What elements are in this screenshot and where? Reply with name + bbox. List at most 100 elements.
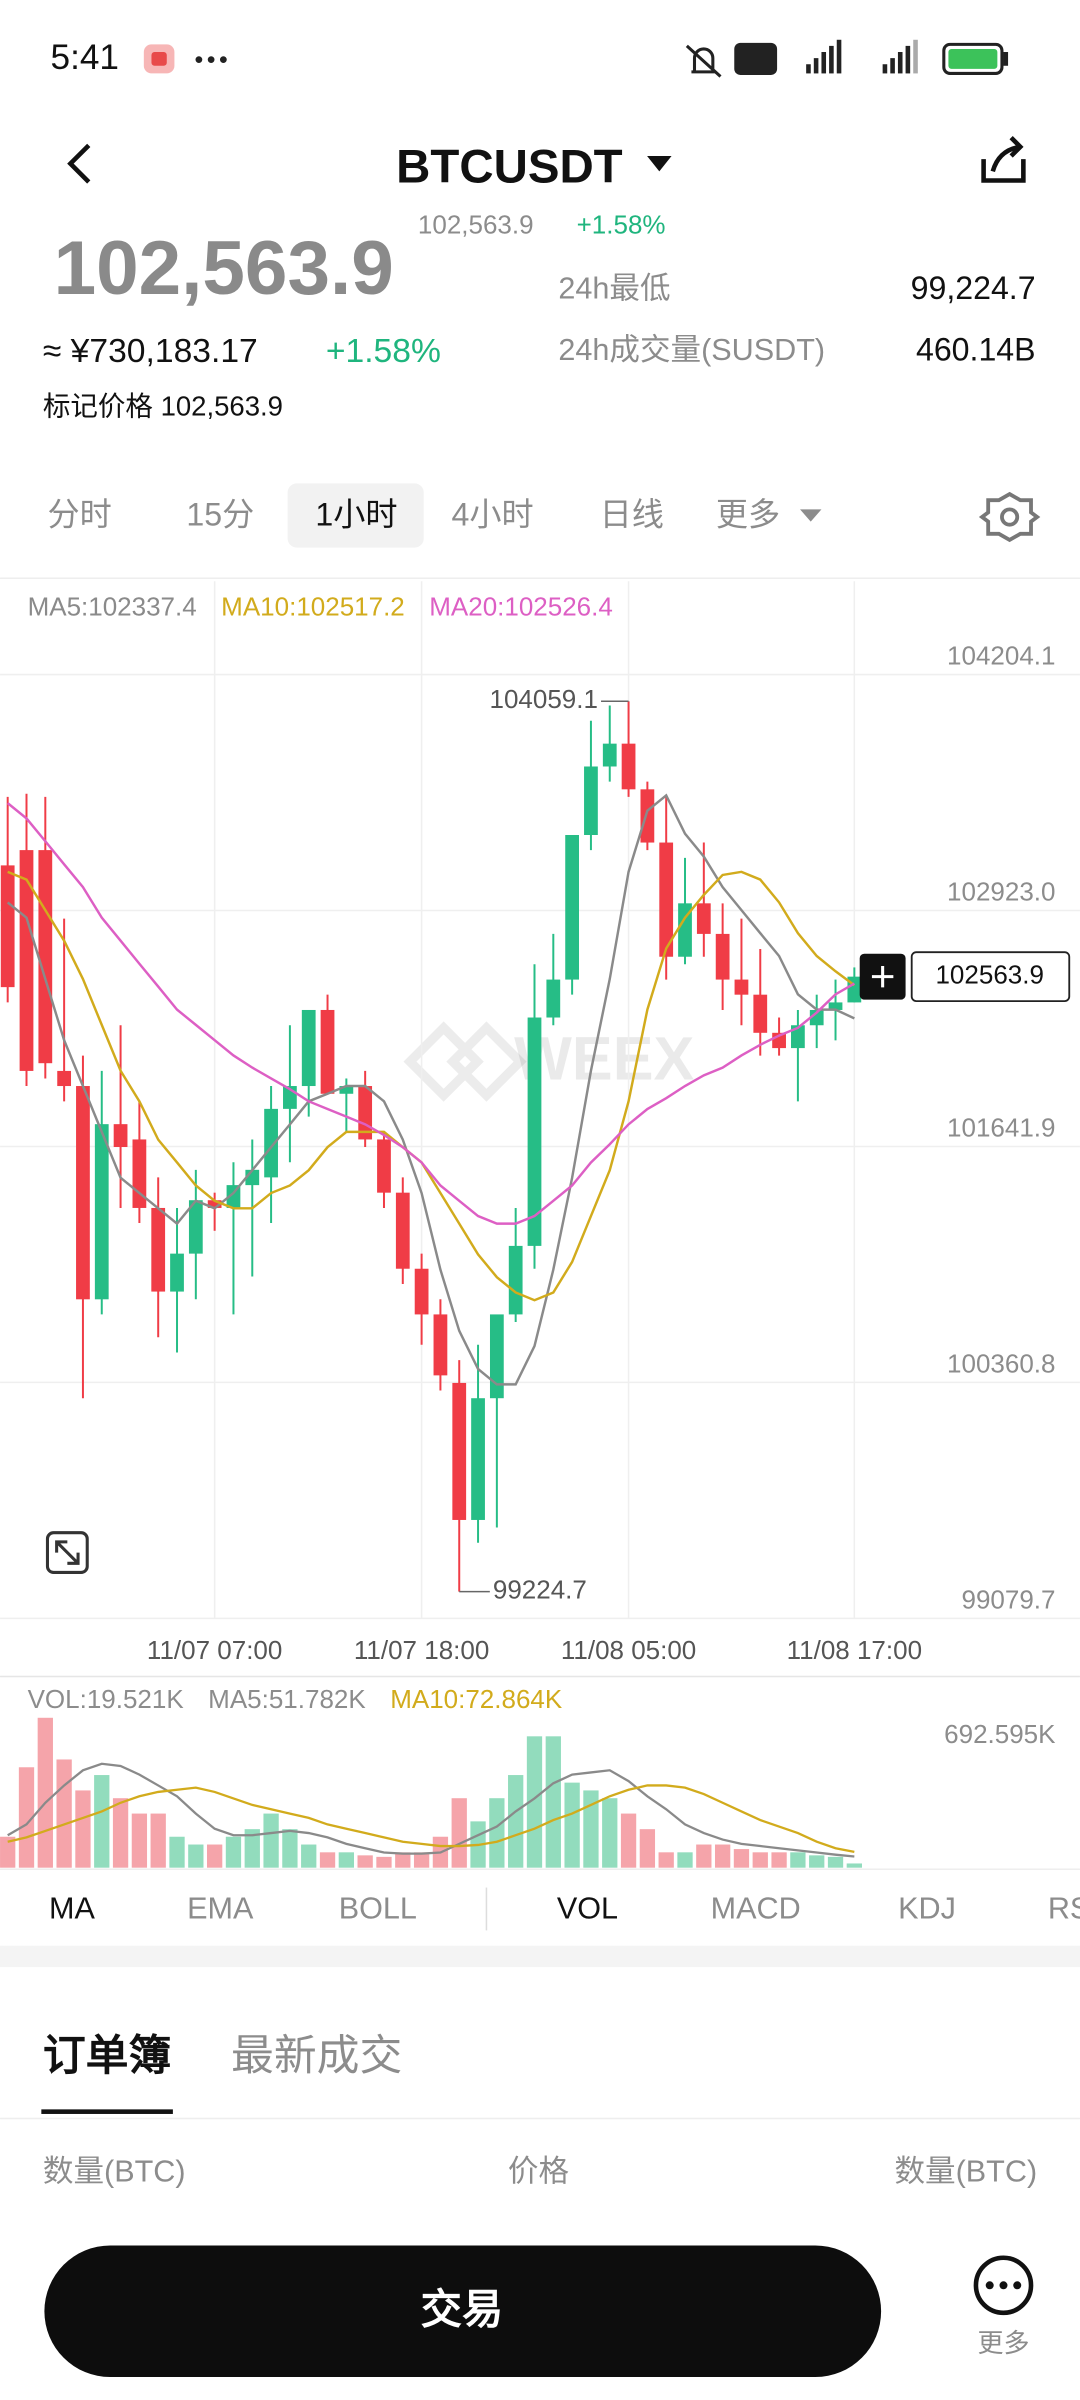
volume-bar (244, 1829, 260, 1868)
candle-body (791, 1025, 805, 1049)
candle-body (19, 850, 34, 1071)
volume-bar (602, 1798, 618, 1868)
volume-bar (206, 1844, 223, 1868)
tab-underline (41, 2109, 173, 2114)
ma-line (6, 802, 855, 1225)
volume-bar (225, 1836, 242, 1868)
back-button[interactable] (67, 143, 91, 184)
volume-bar (37, 1717, 53, 1868)
share-button[interactable] (981, 136, 1026, 183)
period-tab[interactable]: 4小时 (452, 497, 534, 533)
volume-bar (489, 1798, 505, 1868)
period-tab[interactable]: 分时 (47, 497, 111, 533)
trades-tab[interactable]: 最新成交 (231, 2032, 402, 2080)
symbol-dropdown[interactable] (647, 156, 672, 172)
more-icon[interactable] (973, 2255, 1034, 2316)
period-tab[interactable]: 1小时 (315, 497, 397, 533)
indicator-tab[interactable]: MA (49, 1892, 95, 1926)
volume-bar (131, 1813, 148, 1868)
y-tick-label: 99079.7 (962, 1584, 1056, 1614)
volume-bar (75, 1790, 91, 1868)
candle-body (377, 1139, 391, 1193)
volume-bar (150, 1813, 166, 1868)
volume-chart: 692.595K VOL:19.521K MA5:51.782K MA10:72.86… (0, 1684, 1056, 1868)
candle-body (414, 1268, 429, 1315)
candle-body (264, 1108, 278, 1178)
period-tab[interactable]: 日线 (600, 497, 664, 533)
column-header: 数量(BTC) (894, 2155, 1037, 2189)
volume-bar (583, 1790, 599, 1868)
volume-ma-line (7, 1762, 855, 1858)
period-tab[interactable]: 更多 (716, 497, 780, 533)
legend-entry: VOL:19.521K (28, 1684, 185, 1714)
candle-body (565, 835, 580, 980)
more-icon-dots (985, 2281, 1022, 2290)
candle-body (94, 1124, 109, 1300)
price-marker-plus (871, 965, 894, 988)
volume-bar (508, 1775, 524, 1868)
mark-price: 标记价格 102,563.9 (43, 391, 283, 422)
watermark: WEEX (514, 1024, 694, 1092)
volume-ma-line (7, 1784, 855, 1854)
volume-bar (263, 1813, 279, 1868)
volume-bar (677, 1852, 693, 1868)
stat-label: 24h最低 (558, 272, 670, 306)
volume-bar (752, 1852, 768, 1868)
section-gap (0, 1945, 1080, 1968)
candle-body (471, 1398, 485, 1520)
symbol-title[interactable]: BTCUSDT (396, 140, 623, 193)
candle-body (320, 1009, 335, 1094)
fullscreen-button[interactable] (45, 1531, 89, 1574)
volume-bar (564, 1782, 580, 1868)
volume-bar (319, 1852, 336, 1868)
status-dots (195, 56, 227, 64)
x-tick-label: 11/07 07:00 (147, 1635, 282, 1665)
more-label[interactable]: 更多 (977, 2328, 1029, 2358)
indicator-tab[interactable]: BOLL (339, 1892, 417, 1926)
indicator-tab[interactable]: MACD (711, 1892, 801, 1926)
volume-bar (733, 1849, 750, 1868)
last-price: 102,563.9 (54, 226, 394, 311)
more-dropdown[interactable] (800, 509, 822, 522)
candle-body (584, 766, 598, 836)
volume-bar (809, 1855, 825, 1868)
volume-bar (0, 1836, 16, 1868)
volume-bar (376, 1856, 392, 1868)
candle-body (659, 842, 674, 957)
last-price-label: 102563.9 (935, 960, 1043, 990)
indicator-tab[interactable]: EMA (187, 1892, 254, 1926)
volume-bar (545, 1736, 561, 1868)
volume-bar (658, 1852, 674, 1868)
orderbook-tab[interactable]: 订单簿 (43, 2032, 171, 2080)
candle-body (151, 1207, 166, 1292)
indicator-tab[interactable]: KDJ (898, 1892, 956, 1926)
ticker-change: +1.58% (326, 333, 441, 370)
trade-button-label[interactable]: 交易 (421, 2287, 504, 2333)
status-time: 5:41 (51, 38, 119, 77)
x-tick-label: 11/07 18:00 (354, 1635, 489, 1665)
status-icons (685, 39, 1009, 78)
candle-body (433, 1314, 448, 1376)
trade-button[interactable] (44, 2245, 882, 2378)
candle-body (734, 979, 749, 995)
settings-button[interactable] (978, 491, 1041, 543)
candle-body (753, 994, 768, 1033)
volume-bar (827, 1856, 844, 1868)
volume-bar (94, 1775, 110, 1868)
cny-price: ≈ ¥730,183.17 (43, 333, 258, 370)
indicator-tab[interactable]: VOL (557, 1892, 618, 1926)
volume-bar (188, 1844, 204, 1868)
candle-body (113, 1124, 128, 1147)
y-tick-label: 101641.9 (947, 1113, 1055, 1143)
volume-bar (357, 1855, 373, 1868)
column-header: 价格 (508, 2155, 569, 2189)
indicator-tab[interactable]: RS (1048, 1892, 1080, 1926)
x-tick-label: 11/08 05:00 (561, 1635, 696, 1665)
app-icon-inner (151, 52, 167, 66)
volume-bar (846, 1863, 862, 1868)
period-tab[interactable]: 15分 (186, 497, 254, 533)
header-change: +1.58% (577, 209, 666, 239)
candle-body (678, 903, 692, 957)
candle-body (170, 1253, 184, 1292)
candle-body (301, 1009, 316, 1087)
